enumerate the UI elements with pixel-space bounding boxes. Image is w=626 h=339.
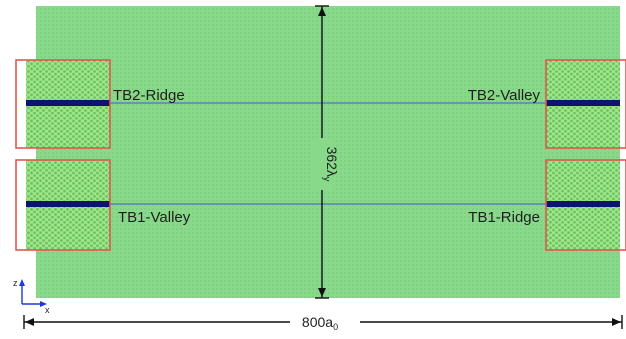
left-top-hex-region [26, 60, 110, 148]
axis-label-z: z [13, 278, 18, 288]
axes-indicator [19, 279, 47, 307]
right-bottom-box [545, 159, 626, 251]
right-top-box [545, 59, 626, 149]
height-label: 362λy [322, 147, 340, 182]
right-bottom-hex-region [546, 160, 620, 250]
label-tb2-valley: TB2-Valley [468, 87, 541, 104]
left-bottom-hex-region [26, 160, 110, 250]
width-dimension [23, 315, 623, 329]
axis-label-x: x [45, 305, 50, 315]
left-bottom-box [15, 159, 111, 251]
left-top-box [15, 59, 111, 149]
label-tb2-ridge: TB2-Ridge [113, 87, 185, 104]
label-tb1-ridge: TB1-Ridge [468, 209, 540, 226]
width-label: 800a0 [302, 314, 338, 332]
right-top-hex-region [546, 60, 620, 148]
height-label-bg [311, 138, 333, 190]
label-tb1-valley: TB1-Valley [118, 209, 191, 226]
